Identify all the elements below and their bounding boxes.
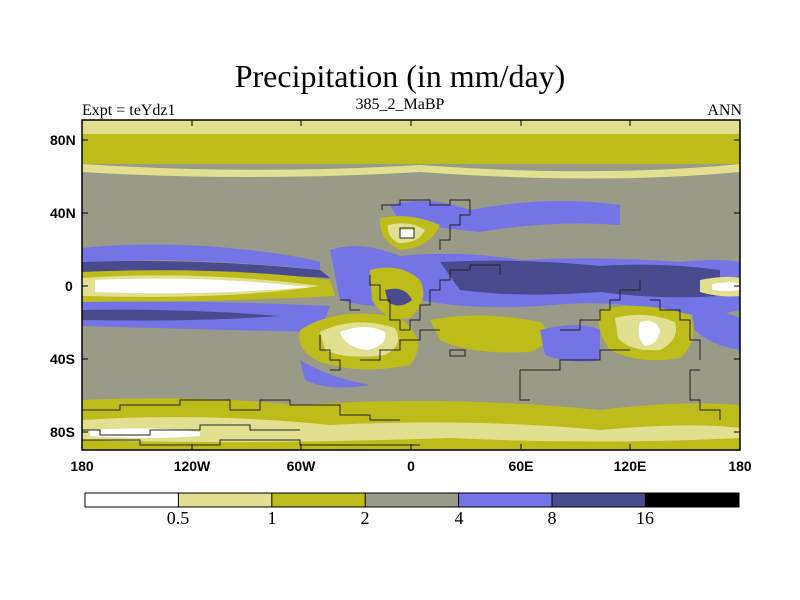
lon-label-0: 0 bbox=[407, 458, 415, 474]
colorbar-bin-5 bbox=[552, 493, 646, 507]
colorbar-bin-2 bbox=[271, 493, 366, 507]
lon-label-180e: 180 bbox=[728, 458, 752, 474]
lat-label-40s: 40S bbox=[50, 351, 75, 367]
colorbar-bin-6 bbox=[645, 493, 739, 507]
colorbar-label-16: 16 bbox=[636, 508, 654, 528]
lat-label-80n: 80N bbox=[50, 132, 76, 148]
colorbar-bin-4 bbox=[458, 493, 552, 507]
colorbar-label-1: 1 bbox=[267, 508, 277, 528]
lat-label-40n: 40N bbox=[50, 205, 76, 221]
lon-label-60e: 60E bbox=[508, 458, 534, 474]
lat-label-80s: 80S bbox=[50, 424, 75, 440]
lat-label-0: 0 bbox=[65, 278, 73, 294]
colorbar-bin-1 bbox=[178, 493, 272, 507]
lon-label-120w: 120W bbox=[173, 458, 211, 474]
colorbar bbox=[84, 492, 740, 508]
lon-label-120e: 120E bbox=[613, 458, 647, 474]
colorbar-label-4: 4 bbox=[454, 508, 464, 528]
experiment-label: Expt = teYdz1 bbox=[82, 102, 176, 119]
colorbar-label-2: 2 bbox=[360, 508, 370, 528]
colorbar-label-8: 8 bbox=[547, 508, 557, 528]
map-field bbox=[82, 120, 740, 450]
plot-title: Precipitation (in mm/day) bbox=[234, 58, 566, 94]
axis-ticks bbox=[82, 120, 740, 450]
season-label: ANN bbox=[707, 102, 742, 119]
coastlines bbox=[82, 199, 721, 446]
lon-label-180w: 180 bbox=[70, 458, 94, 474]
colorbar-bin-3 bbox=[365, 493, 459, 507]
period-label: 385_2_MaBP bbox=[355, 96, 445, 113]
colorbar-bin-0 bbox=[85, 493, 179, 507]
lon-label-60w: 60W bbox=[286, 458, 316, 474]
colorbar-label-0-5: 0.5 bbox=[166, 508, 190, 528]
